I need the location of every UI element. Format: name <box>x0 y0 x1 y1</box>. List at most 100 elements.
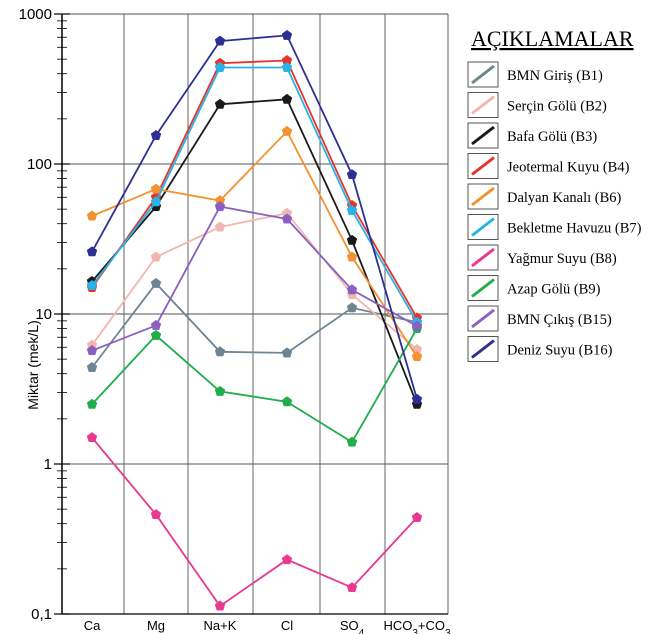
data-point <box>150 129 162 140</box>
legend-item: BMN Çıkış (B15) <box>467 305 612 332</box>
data-point <box>346 284 358 295</box>
legend-label: Deniz Suyu (B16) <box>507 343 613 359</box>
x-tick-label: SO4 <box>340 618 365 634</box>
legend-item: BMN Giriş (B1) <box>467 61 603 88</box>
legend-label: BMN Giriş (B1) <box>507 68 603 84</box>
legend-swatch-line <box>471 156 495 176</box>
data-point <box>214 385 226 396</box>
data-point <box>86 398 98 409</box>
data-point <box>281 554 293 565</box>
series-line <box>91 212 418 351</box>
data-point <box>214 600 226 611</box>
x-tick-label: Na+K <box>204 618 237 633</box>
series-line <box>91 437 418 608</box>
x-tick-label: Mg <box>147 618 165 633</box>
grid <box>62 13 449 615</box>
legend-label: Serçin Gölü (B2) <box>507 99 607 115</box>
series-line <box>91 98 418 405</box>
data-point <box>346 169 358 180</box>
legend-label: Dalyan Kanalı (B6) <box>507 190 622 206</box>
x-tick-label: HCO3+CO3 <box>383 618 451 634</box>
series-deniz-suyu-b16- <box>86 29 423 404</box>
series-line <box>91 129 418 358</box>
data-point <box>150 277 162 288</box>
y-tick-label: 1 <box>44 456 52 473</box>
legend-swatch-line <box>471 64 495 85</box>
legend-item: Bekletme Havuzu (B7) <box>467 214 642 240</box>
legend-label: Azap Gölü (B9) <box>507 282 601 298</box>
legend-item: Deniz Suyu (B16) <box>467 336 613 362</box>
x-tick-label-part: SO <box>340 618 359 633</box>
legend-item: Azap Gölü (B9) <box>467 275 601 301</box>
data-point <box>346 204 358 215</box>
data-point <box>150 183 162 194</box>
x-tick-label-part: Ca <box>84 618 101 633</box>
x-tick-label-part: 3 <box>445 628 451 634</box>
y-axis-label: Miktar (mek/L) <box>25 320 41 409</box>
x-tick-label-part: +CO <box>418 618 445 633</box>
series-bafa-g-l-b3- <box>86 93 423 409</box>
series-ser-in-g-l-b2- <box>86 207 423 354</box>
data-point <box>281 213 293 224</box>
data-point <box>346 582 358 593</box>
legend-label: Jeotermal Kuyu (B4) <box>507 160 630 176</box>
legend-label: Bekletme Havuzu (B7) <box>507 221 642 237</box>
legend-label: Bafa Gölü (B3) <box>507 129 597 145</box>
legend-swatch-line <box>471 247 495 268</box>
series-line <box>91 59 418 319</box>
data-point <box>281 347 293 358</box>
data-point <box>150 329 162 340</box>
series-dalyan-kanal-b6- <box>86 125 423 362</box>
data-point <box>281 125 293 136</box>
legend-swatch-line <box>471 278 495 298</box>
legend-item: Serçin Gölü (B2) <box>467 92 607 118</box>
x-tick-label-part: Mg <box>147 618 165 633</box>
series-line <box>91 34 418 400</box>
series-line <box>91 282 418 369</box>
legend-swatch-line <box>471 308 495 329</box>
legend-label: Yağmur Suyu (B8) <box>507 251 617 267</box>
data-point <box>281 396 293 407</box>
data-point <box>86 210 98 221</box>
data-point <box>346 251 358 262</box>
x-tick-label: Ca <box>84 618 101 633</box>
data-point <box>346 234 358 245</box>
data-point <box>281 29 293 40</box>
legend-swatch-line <box>471 186 495 207</box>
legend-swatch-line <box>471 217 495 237</box>
y-tick-label: 100 <box>27 156 52 173</box>
x-tick-label-part: HCO <box>383 618 412 633</box>
data-point <box>86 279 98 290</box>
data-point <box>411 511 423 522</box>
x-tick-label-part: 4 <box>359 628 365 634</box>
y-axis: 1000 100 10 1 0,1 <box>19 6 448 623</box>
series-ya-mur-suyu-b8- <box>86 432 423 611</box>
data-point <box>214 61 226 72</box>
series-line <box>91 205 418 352</box>
x-tick-label-part: Na+K <box>204 618 237 633</box>
legend-swatch-line <box>471 339 495 359</box>
data-point <box>214 35 226 46</box>
legend-item: Yağmur Suyu (B8) <box>467 244 617 271</box>
data-point <box>86 432 98 443</box>
data-point <box>411 393 423 404</box>
x-tick-label: Cl <box>281 618 293 633</box>
legend-item: Dalyan Kanalı (B6) <box>467 183 622 210</box>
legend: AÇIKLAMALAR BMN Giriş (B1) Serçin Gölü (B… <box>467 26 642 362</box>
data-point <box>346 436 358 447</box>
legend-title: AÇIKLAMALAR <box>471 26 634 51</box>
data-point <box>150 196 162 207</box>
data-point <box>86 246 98 257</box>
data-point <box>411 320 423 331</box>
y-tick-label: 1000 <box>19 6 52 23</box>
series-line <box>91 328 418 444</box>
legend-item: Bafa Gölü (B3) <box>467 122 597 149</box>
legend-label: BMN Çıkış (B15) <box>507 312 612 328</box>
data-point <box>281 93 293 104</box>
data-point <box>214 201 226 212</box>
y-tick-label: 0,1 <box>31 606 52 623</box>
data-point <box>150 509 162 520</box>
legend-swatch-line <box>471 125 495 146</box>
data-point <box>150 251 162 262</box>
